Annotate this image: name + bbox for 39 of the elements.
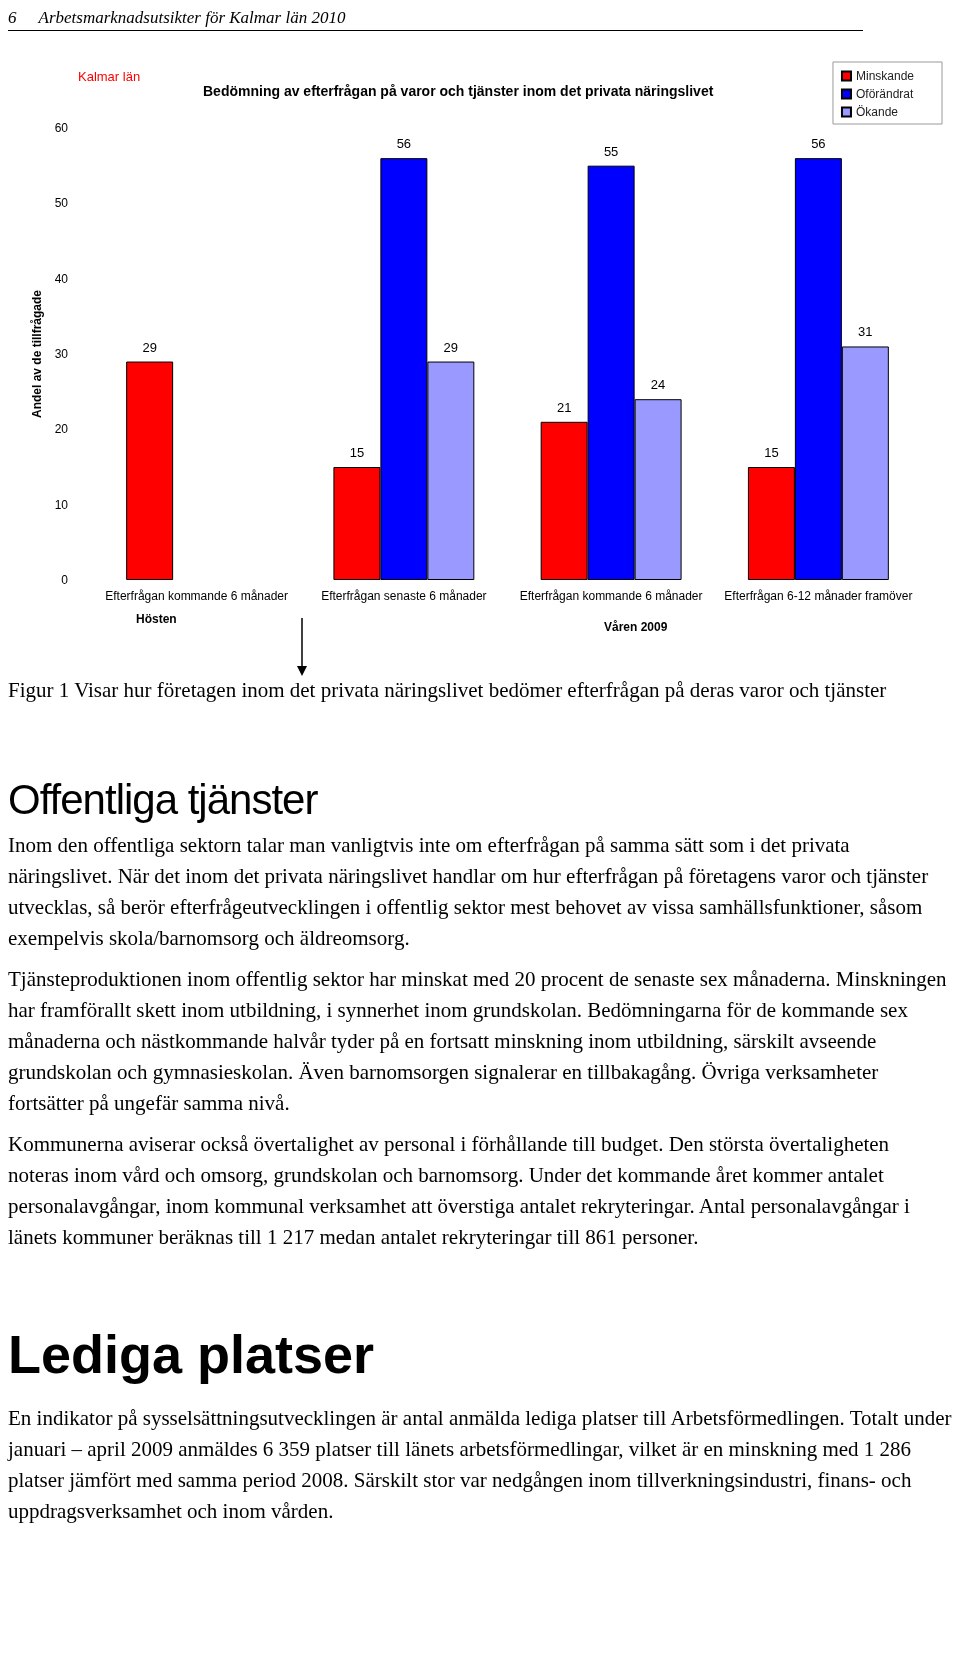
text: Arbetsmarknadsutsikter för Kalmar län 2010 [38,8,346,27]
y-axis-title: Andel av de tillfrågade [30,289,44,419]
x-tick-label: Efterfrågan 6-12 månader framöver [724,589,913,603]
x-tick-label: Efterfrågan kommande 6 månader [519,589,703,603]
legend-label: Minskande [855,69,915,83]
data-label: 29 [142,339,157,355]
y-tick-label: 60 [54,121,69,135]
y-tick-label: 50 [54,196,69,211]
data-label: 15 [764,445,779,460]
x-tick-label: Efterfrågan senaste 6 månader [321,589,487,603]
legend-label: Ökande [855,105,899,119]
text: Hösten [136,612,177,626]
bar [126,361,174,580]
text: Offentliga tjänster [8,776,319,824]
y-tick-label: 10 [54,497,69,512]
text: 6 [8,8,17,27]
text: Lediga platser [8,1323,376,1385]
data-label: 29 [443,339,459,355]
y-tick-label: 30 [54,347,69,361]
data-label: 31 [858,324,873,340]
y-tick-label: 40 [54,271,69,286]
text: Inom den offentliga sektorn talar man vanligtvis inte om efterfrågan på samma sätt som i det privata näringslivet. När det inom det privata näringslivet handlar om hur efterfrågan på företagens varor och tjänster utvecklas, så berör efterfrågeutvecklingen i offentlig sektor mest behovet av vissa samhällsfunktioner, såsom exempelvis skola/barnomsorg och äldreomsorg. [8,832,930,952]
text: Figur 1 Visar hur företagen inom det privata näringslivet bedömer efterfrågan på deras varor och tjänster [8,677,888,704]
text: Kalmar län [78,69,141,84]
data-label: 55 [603,143,619,159]
y-tick-label: 20 [54,422,69,437]
data-label: 21 [556,399,572,415]
data-label: 24 [650,377,666,393]
legend-label: Oförändrat [855,87,914,101]
text: Våren 2009 [604,620,668,634]
data-label: 56 [811,136,826,152]
text: Tjänsteproduktionen inom offentlig sektor har minskat med 20 procent de senaste sex månaderna. Minskningen har framförallt skett inom utbildning, i synnerhet inom grundskolan. Bedömningarna för de kommande sex månaderna och nästkommande halvår tyder på en fortsatt minskning inom utbildning, särskilt avseende grundskolan och gymnasieskolan. Även barnomsorgen signalerar en tillbakagång. Övriga verksamheter fortsätter på ungefär samma nivå. [8,966,948,1117]
data-label: 56 [396,136,412,152]
y-tick-label: 0 [61,573,69,587]
text: En indikator på sysselsättningsutvecklingen är antal anmälda lediga platser till Arbetsförmedlingen. Totalt under januari – april 2009 anmäldes 6 359 platser till länets arbetsförmedlingar, vilket är en minskning med 1 286 platser jämfört med samma period 2008. Särskilt stor var nedgången inom tillverkningsindustri, finans- och uppdragsverksamhet och inom vården. [8,1405,952,1525]
data-label: 15 [349,445,365,460]
text: Kommunerna aviserar också övertalighet av personal i förhållande till budget. Den största övertaligheten noteras inom vård och omsorg, grundskolan och barnomsorg. Under det kommande året kommer antalet personalavgångar, inom kommunal verksamhet att överstiga antalet rekryteringar. Antal personalavgångar i länets kommuner beräknas till 1 217 medan antalet rekryteringar till 861 personer. [8,1131,911,1251]
chart-title: Bedömning av efterfrågan på varor och tjänster inom det privata näringslivet [203,83,714,99]
x-tick-label: Efterfrågan kommande 6 månader [105,589,289,603]
